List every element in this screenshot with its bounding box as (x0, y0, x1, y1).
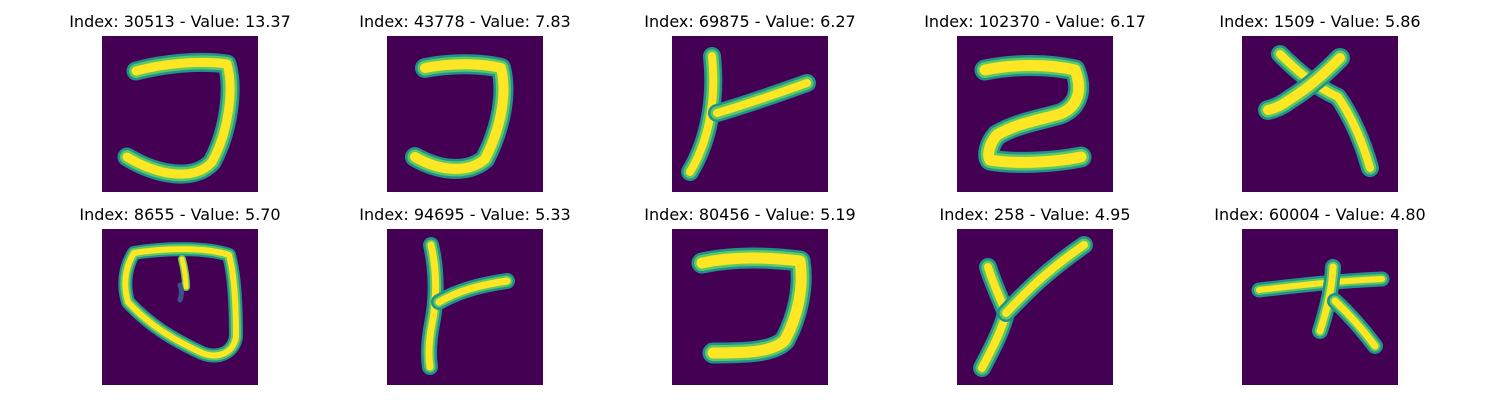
glyph-image (102, 229, 258, 385)
glyph-image (387, 36, 543, 192)
panel-1: Index: 30513 - Value: 13.37 (50, 12, 310, 202)
panel-7: Index: 94695 - Value: 5.33 (335, 205, 595, 395)
glyph-image (957, 229, 1113, 385)
panel-title: Index: 80456 - Value: 5.19 (644, 205, 856, 224)
panel-title: Index: 258 - Value: 4.95 (939, 205, 1131, 224)
panel-5: Index: 1509 - Value: 5.86 (1190, 12, 1450, 202)
panel-4: Index: 102370 - Value: 6.17 (905, 12, 1165, 202)
glyph-image (672, 229, 828, 385)
panel-title: Index: 1509 - Value: 5.86 (1219, 12, 1421, 31)
panel-title: Index: 94695 - Value: 5.33 (359, 205, 571, 224)
glyph-image (1242, 229, 1398, 385)
glyph-image (957, 36, 1113, 192)
panel-8: Index: 80456 - Value: 5.19 (620, 205, 880, 395)
panel-10: Index: 60004 - Value: 4.80 (1190, 205, 1450, 395)
panel-title: Index: 102370 - Value: 6.17 (924, 12, 1146, 31)
panel-title: Index: 8655 - Value: 5.70 (79, 205, 281, 224)
panel-title: Index: 60004 - Value: 4.80 (1214, 205, 1426, 224)
panel-title: Index: 69875 - Value: 6.27 (644, 12, 856, 31)
panel-9: Index: 258 - Value: 4.95 (905, 205, 1165, 395)
panel-6: Index: 8655 - Value: 5.70 (50, 205, 310, 395)
glyph-image (672, 36, 828, 192)
panel-title: Index: 30513 - Value: 13.37 (69, 12, 291, 31)
glyph-image (102, 36, 258, 192)
glyph-image (387, 229, 543, 385)
panel-2: Index: 43778 - Value: 7.83 (335, 12, 595, 202)
panel-title: Index: 43778 - Value: 7.83 (359, 12, 571, 31)
panel-3: Index: 69875 - Value: 6.27 (620, 12, 880, 202)
glyph-image (1242, 36, 1398, 192)
